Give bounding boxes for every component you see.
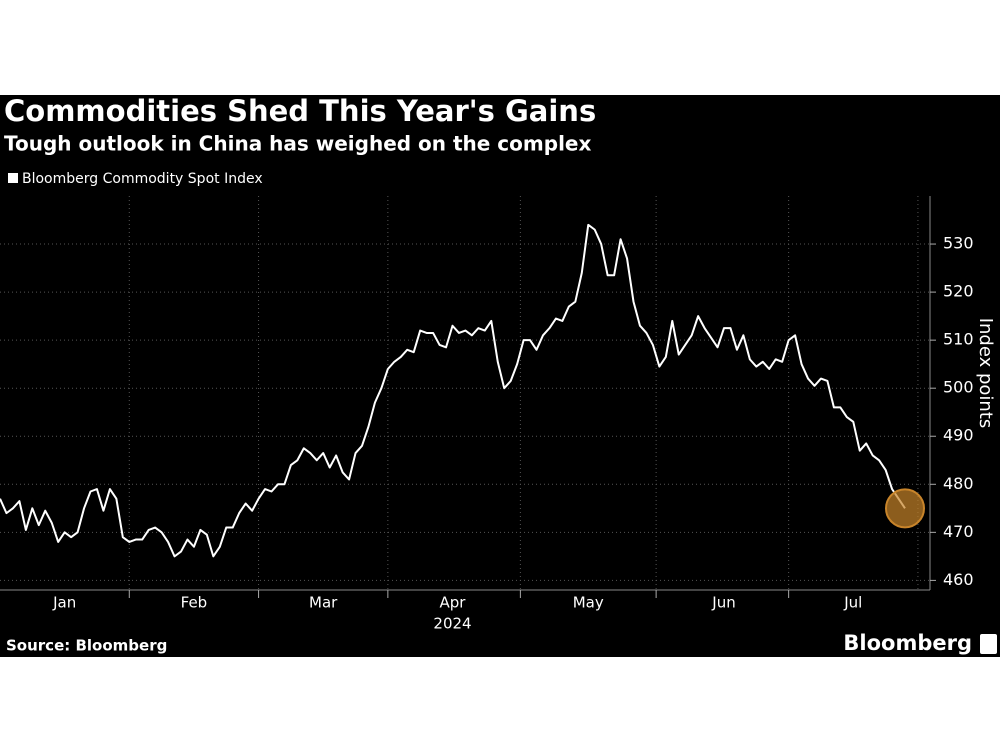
logo: Bloomberg xyxy=(843,631,972,655)
y-axis-label: Index points xyxy=(975,318,996,429)
y-tick-label: 500 xyxy=(943,378,974,397)
chart-subtitle: Tough outlook in China has weighed on th… xyxy=(4,132,591,156)
y-tick-label: 490 xyxy=(943,426,974,445)
x-tick-label: Mar xyxy=(309,594,338,612)
x-tick-label: Jul xyxy=(843,594,862,612)
x-tick-label: Apr xyxy=(440,594,467,612)
y-tick-label: 480 xyxy=(943,474,974,493)
y-tick-label: 530 xyxy=(943,234,974,253)
x-tick-label: Jan xyxy=(52,594,76,612)
y-tick-label: 460 xyxy=(943,570,974,589)
legend-swatch xyxy=(8,173,18,183)
background xyxy=(0,95,1000,657)
x-tick-label: Jun xyxy=(711,594,735,612)
y-tick-label: 520 xyxy=(943,282,974,301)
x-tick-label: Feb xyxy=(181,594,208,612)
y-tick-label: 510 xyxy=(943,330,974,349)
legend-label: Bloomberg Commodity Spot Index xyxy=(22,171,263,187)
x-axis-label: 2024 xyxy=(433,615,471,633)
highlight-point xyxy=(885,488,925,529)
logo-icon xyxy=(980,634,997,654)
source: Source: Bloomberg xyxy=(6,637,167,655)
chart-title: Commodities Shed This Year's Gains xyxy=(4,94,596,128)
x-tick-label: May xyxy=(573,594,604,612)
series-line xyxy=(0,223,906,558)
y-tick-label: 470 xyxy=(943,522,974,541)
